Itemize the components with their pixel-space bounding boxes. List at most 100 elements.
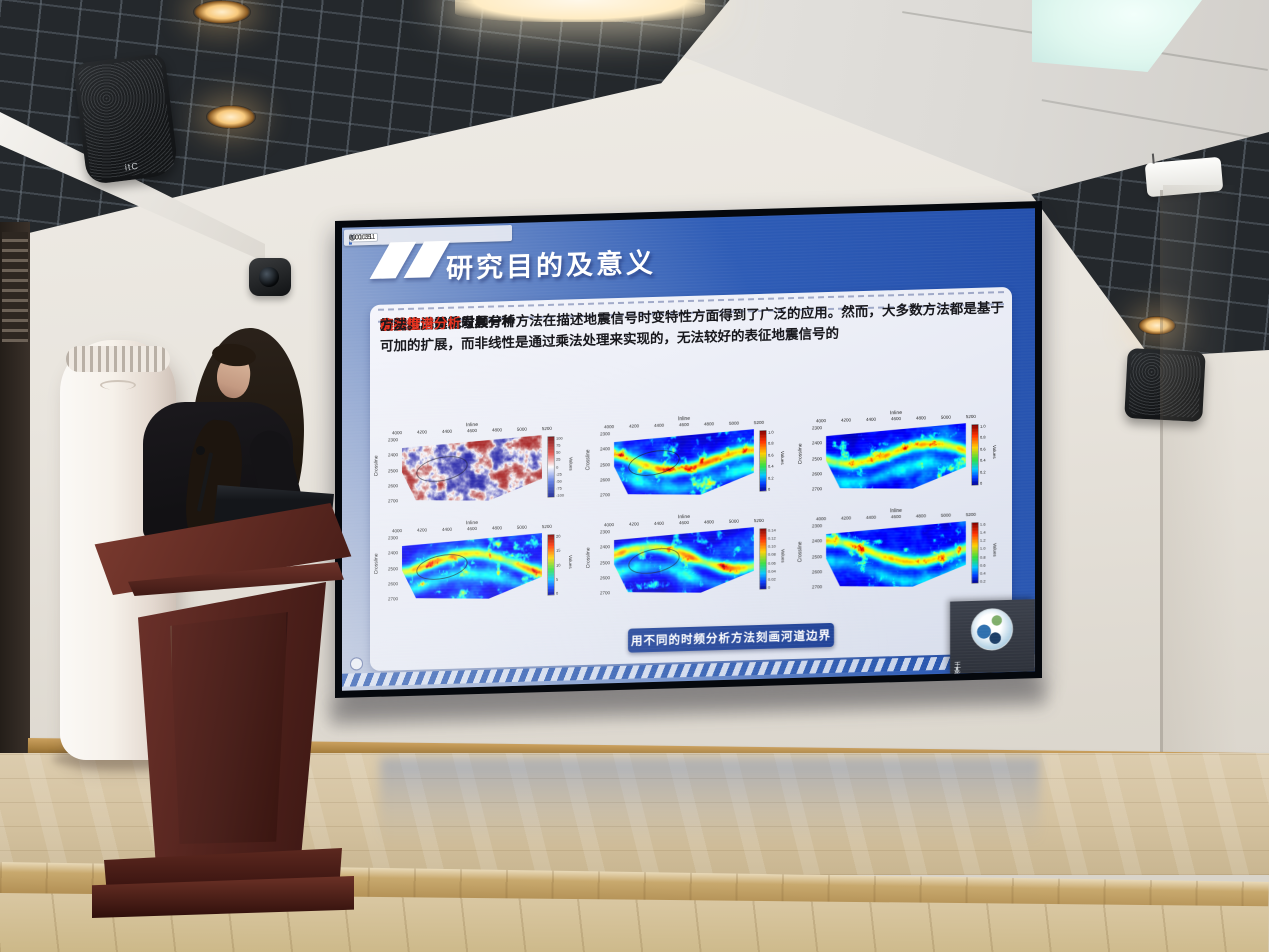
colorbar-tick-label: 0.6 (980, 562, 986, 568)
colorbar-tick-label: 0.2 (980, 578, 986, 584)
colorbar-tick-label: -25 (556, 471, 562, 477)
x-tick-label: 4400 (865, 416, 876, 422)
x-tick-label: 4000 (604, 522, 615, 528)
x-tick-label: 4400 (441, 428, 452, 434)
participant-avatar (971, 607, 1013, 652)
colorbar-tick-labels: 1.6 1.4 1.2 1.0 0.8 0.6 0.4 0.2 (980, 521, 993, 584)
x-tick-label: 4800 (703, 519, 714, 525)
y-tick-label: 2500 (599, 461, 610, 468)
colorbar-tick-label: 0 (768, 584, 771, 590)
y-tick-label: 2700 (599, 492, 610, 498)
colorbar-tick-label: 0 (556, 464, 559, 470)
y-tick-label: 2700 (387, 596, 398, 602)
wall-shading (1163, 185, 1269, 760)
heatmap-plot: Inline 4000 4200 4400 4600 4800 5000 5200 Crossl… (372, 517, 577, 617)
y-tick-label: 2600 (599, 476, 610, 483)
colorbar-tick-labels: 100 75 50 25 0 -25 -50 -75 -100 (556, 435, 569, 498)
y-tick-label: 2400 (599, 446, 610, 452)
colorbar-label: Values (568, 457, 574, 471)
purifier-ring (100, 380, 136, 390)
y-tick-label: 2500 (811, 455, 822, 462)
x-tick-label: 5000 (516, 524, 527, 530)
colorbar-tick-label: 5 (556, 576, 559, 582)
colorbar-tick-label: 0.8 (980, 434, 986, 441)
colorbar (548, 436, 554, 497)
colorbar (760, 430, 766, 491)
colorbar-tick-label: 0.06 (768, 560, 776, 566)
window-blinds (2, 232, 28, 342)
x-tick-label: 5000 (940, 512, 951, 518)
colorbar-tick-label: 0.2 (980, 469, 986, 475)
x-tick-label: 4400 (653, 520, 664, 526)
y-tick-labels: 2300 2400 2500 2600 2700 (588, 529, 610, 596)
colorbar-tick-label: -75 (556, 485, 562, 491)
colorbar-tick-label: 0 (768, 486, 771, 492)
y-tick-label: 2600 (599, 574, 610, 581)
x-tick-label: 4000 (392, 528, 403, 534)
body-text: 方法。 (380, 316, 421, 333)
x-tick-label: 5200 (965, 413, 976, 420)
y-tick-label: 2700 (599, 590, 610, 596)
colorbar-label: Values (568, 555, 574, 569)
x-tick-label: 4600 (466, 525, 477, 532)
participant-name: 王彬 (954, 662, 961, 680)
colorbar-tick-label: 20 (556, 533, 561, 539)
slide-title: 研究目的及意义 (446, 247, 656, 284)
colorbar-tick-label: 15 (556, 547, 561, 553)
colorbar-tick-label: 1.2 (980, 537, 986, 544)
wall-corner-seam (1160, 190, 1163, 756)
colorbar-tick-label: 0.4 (980, 457, 986, 463)
x-tick-label: 4600 (466, 427, 477, 434)
y-tick-label: 2700 (387, 498, 398, 504)
x-tick-label: 5000 (940, 414, 951, 420)
y-tick-labels: 2300 2400 2500 2600 2700 (800, 523, 822, 590)
y-tick-label: 2500 (811, 553, 822, 560)
heatmap-plot: Inline 4000 4200 4400 4600 4800 5000 5200 Crossl… (584, 413, 789, 513)
webcam-tile: 王彬 (950, 599, 1035, 679)
heatmap-canvas (826, 521, 966, 589)
colorbar-tick-labels: 1.0 0.8 0.6 0.4 0.2 0 (768, 429, 781, 492)
downlight (206, 105, 256, 129)
x-tick-label: 4800 (915, 415, 926, 421)
microphone-icon (954, 666, 960, 674)
x-tick-label: 5200 (541, 523, 552, 530)
x-tick-label: 4000 (816, 418, 827, 424)
colorbar-tick-label: 0.10 (768, 543, 776, 550)
y-tick-label: 2400 (387, 452, 398, 458)
colorbar-tick-labels: 1.0 0.8 0.6 0.4 0.2 0 (980, 423, 993, 486)
x-tick-label: 4000 (604, 424, 615, 430)
x-tick-label: 4200 (628, 423, 639, 429)
colorbar-tick-label: 1.0 (980, 423, 986, 429)
x-tick-label: 4600 (678, 421, 689, 428)
heatmap-plot: Inline 4000 4200 4400 4600 4800 5000 5200 Crossl… (796, 505, 1001, 605)
x-tick-label: 4200 (416, 527, 427, 533)
colorbar-tick-label: 0.4 (768, 463, 774, 469)
heatmap-plot: Inline 4000 4200 4400 4600 4800 5000 5200 Crossl… (372, 419, 577, 519)
y-tick-label: 2300 (599, 529, 610, 535)
colorbar-label: Values (992, 445, 998, 459)
colorbar-tick-label: 0.02 (768, 576, 776, 582)
y-tick-label: 2300 (387, 437, 398, 443)
screen-reflection (380, 758, 1040, 844)
x-tick-label: 4600 (890, 415, 901, 422)
podium-front-panel (170, 612, 288, 844)
y-tick-label: 2400 (599, 544, 610, 550)
x-tick-label: 4800 (491, 525, 502, 531)
colorbar-label: Values (780, 549, 786, 563)
y-tick-label: 2500 (599, 559, 610, 566)
x-tick-label: 4600 (678, 519, 689, 526)
colorbar (972, 424, 978, 485)
y-tick-label: 2400 (387, 550, 398, 556)
close-icon: × (349, 232, 354, 243)
colorbar-tick-label: 10 (556, 562, 561, 568)
colorbar-tick-label: 75 (556, 442, 561, 448)
y-tick-label: 2300 (599, 431, 610, 437)
x-tick-label: 4200 (840, 417, 851, 423)
y-tick-labels: 2300 2400 2500 2600 2700 (588, 431, 610, 498)
colorbar-tick-label: 0.08 (768, 551, 776, 558)
x-tick-label: 4800 (915, 513, 926, 519)
x-tick-label: 4400 (441, 526, 452, 532)
y-tick-label: 2400 (811, 538, 822, 544)
colorbar-tick-labels: 0.14 0.12 0.10 0.08 0.06 0.04 0.02 0 (768, 527, 781, 590)
